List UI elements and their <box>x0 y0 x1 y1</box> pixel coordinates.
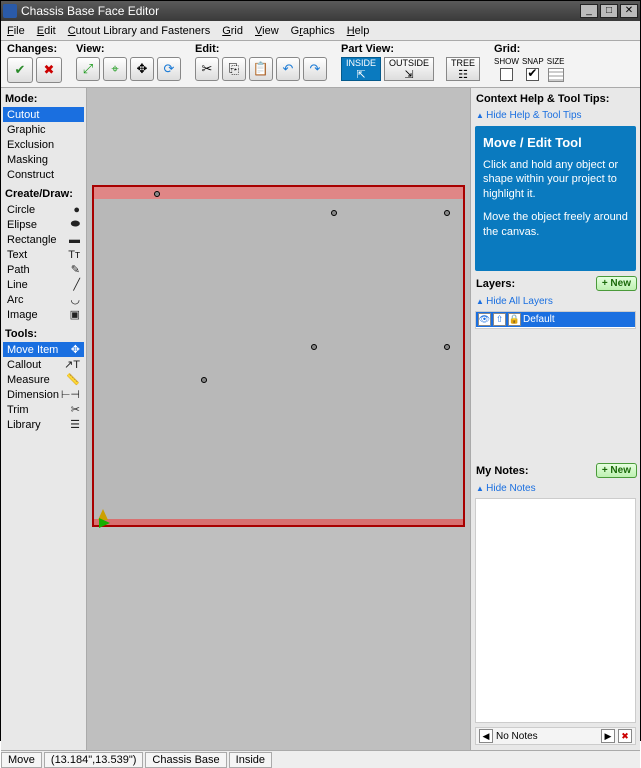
menu-grid[interactable]: Grid <box>222 25 243 37</box>
tool-move-item[interactable]: Move Item✥ <box>3 342 84 357</box>
new-note-button[interactable]: + New <box>596 463 637 478</box>
status-side: Inside <box>229 752 272 768</box>
tree-button[interactable]: TREE☷ <box>446 57 480 81</box>
redo-button[interactable]: ↷ <box>303 57 327 81</box>
tool-dimension[interactable]: Dimension⊢⊣ <box>3 387 84 402</box>
layer-row-default[interactable]: 👁 ⇧ 🔒 Default <box>476 312 635 327</box>
title-bar: Chassis Base Face Editor _ □ ✕ <box>1 1 640 21</box>
menu-help[interactable]: Help <box>347 25 370 37</box>
tools-header: Tools: <box>5 328 84 340</box>
hide-layers-toggle[interactable]: Hide All Layers <box>474 294 637 309</box>
status-mode: Move <box>1 752 42 768</box>
view-label: View: <box>76 43 181 55</box>
draw-path[interactable]: Path✎ <box>3 262 84 277</box>
part-outline[interactable] <box>92 185 465 527</box>
cancel-button[interactable]: ✖ <box>36 57 62 83</box>
draw-image[interactable]: Image▣ <box>3 307 84 322</box>
mode-header: Mode: <box>5 93 84 105</box>
canvas-point[interactable] <box>201 377 207 383</box>
window-title: Chassis Base Face Editor <box>21 4 159 18</box>
draw-line[interactable]: Line╱ <box>3 277 84 292</box>
mode-masking[interactable]: Masking <box>3 152 84 167</box>
inside-button[interactable]: INSIDE⇱ <box>341 57 381 81</box>
mode-construct[interactable]: Construct <box>3 167 84 182</box>
maximize-button[interactable]: □ <box>600 4 618 18</box>
draw-circle[interactable]: Circle● <box>3 202 84 217</box>
status-part: Chassis Base <box>145 752 226 768</box>
tool-trim[interactable]: Trim✂ <box>3 402 84 417</box>
close-button[interactable]: ✕ <box>620 4 638 18</box>
status-bar: Move (13.184",13.539") Chassis Base Insi… <box>1 750 640 768</box>
grid-size-label: SIZE <box>547 57 565 66</box>
notes-header: My Notes: <box>476 465 529 477</box>
layer-name: Default <box>523 314 555 325</box>
mode-exclusion[interactable]: Exclusion <box>3 137 84 152</box>
mode-graphic[interactable]: Graphic <box>3 122 84 137</box>
draw-arc[interactable]: Arc◡ <box>3 292 84 307</box>
undo-button[interactable]: ↶ <box>276 57 300 81</box>
refresh-button[interactable]: ⟳ <box>157 57 181 81</box>
notes-box[interactable] <box>475 498 636 723</box>
draw-rectangle[interactable]: Rectangle▬ <box>3 232 84 247</box>
axis-x-icon <box>99 518 110 528</box>
partview-label: Part View: <box>341 43 480 55</box>
draw-elipse[interactable]: Elipse⬬ <box>3 217 84 232</box>
menu-file[interactable]: File <box>7 25 25 37</box>
left-panel: Mode: CutoutGraphicExclusionMaskingConst… <box>1 88 87 750</box>
lock-icon[interactable]: 🔒 <box>508 313 521 326</box>
zoom-fit-button[interactable]: ⤢ <box>76 57 100 81</box>
canvas-point[interactable] <box>154 191 160 197</box>
outside-button[interactable]: OUTSIDE⇲ <box>384 57 434 81</box>
no-notes-label: No Notes <box>496 731 598 742</box>
menu-graphics[interactable]: Graphics <box>291 25 335 37</box>
edit-label: Edit: <box>195 43 327 55</box>
menu-bar: File Edit Cutout Library and Fasteners G… <box>1 21 640 41</box>
right-panel: Context Help & Tool Tips: Hide Help & To… <box>470 88 640 750</box>
paste-button[interactable]: 📋 <box>249 57 273 81</box>
menu-view[interactable]: View <box>255 25 279 37</box>
zoom-window-button[interactable]: ⌖ <box>103 57 127 81</box>
draw-text[interactable]: TextTᴛ <box>3 247 84 262</box>
canvas-point[interactable] <box>444 344 450 350</box>
help-box: Move / Edit Tool Click and hold any obje… <box>475 126 636 271</box>
canvas-point[interactable] <box>311 344 317 350</box>
grid-snap-check[interactable] <box>526 68 539 81</box>
pan-button[interactable]: ✥ <box>130 57 154 81</box>
grid-size-button[interactable] <box>548 68 564 82</box>
help-header: Context Help & Tool Tips: <box>476 93 637 105</box>
help-body-2: Move the object freely around the canvas… <box>483 210 628 240</box>
grid-show-check[interactable] <box>500 68 513 81</box>
layer-up-icon[interactable]: ⇧ <box>493 313 506 326</box>
accept-button[interactable]: ✔ <box>7 57 33 83</box>
grid-show-label: SHOW <box>494 57 519 66</box>
hide-notes-toggle[interactable]: Hide Notes <box>474 481 637 496</box>
menu-edit[interactable]: Edit <box>37 25 56 37</box>
visibility-icon[interactable]: 👁 <box>478 313 491 326</box>
changes-label: Changes: <box>7 43 62 55</box>
help-title: Move / Edit Tool <box>483 134 628 152</box>
hide-help-toggle[interactable]: Hide Help & Tool Tips <box>474 108 637 123</box>
tool-library[interactable]: Library☰ <box>3 417 84 432</box>
app-icon <box>3 4 17 18</box>
cut-button[interactable]: ✂ <box>195 57 219 81</box>
mode-cutout[interactable]: Cutout <box>3 107 84 122</box>
tool-measure[interactable]: Measure📏 <box>3 372 84 387</box>
grid-label: Grid: <box>494 43 564 55</box>
layers-list: 👁 ⇧ 🔒 Default <box>475 311 636 329</box>
tool-callout[interactable]: Callout↗T <box>3 357 84 372</box>
grid-snap-label: SNAP <box>522 57 544 66</box>
layers-header: Layers: <box>476 278 515 290</box>
copy-button[interactable]: ⎘ <box>222 57 246 81</box>
canvas-point[interactable] <box>444 210 450 216</box>
menu-cutout[interactable]: Cutout Library and Fasteners <box>68 25 210 37</box>
canvas[interactable] <box>87 88 470 750</box>
notes-nav: ◀ No Notes ▶ ✖ <box>475 727 636 745</box>
toolbar: Changes: ✔ ✖ View: ⤢ ⌖ ✥ ⟳ Edit: ✂ ⎘ 📋 ↶… <box>1 41 640 88</box>
minimize-button[interactable]: _ <box>580 4 598 18</box>
canvas-point[interactable] <box>331 210 337 216</box>
status-coords: (13.184",13.539") <box>44 752 143 768</box>
new-layer-button[interactable]: + New <box>596 276 637 291</box>
help-body-1: Click and hold any object or shape withi… <box>483 158 628 203</box>
create-header: Create/Draw: <box>5 188 84 200</box>
